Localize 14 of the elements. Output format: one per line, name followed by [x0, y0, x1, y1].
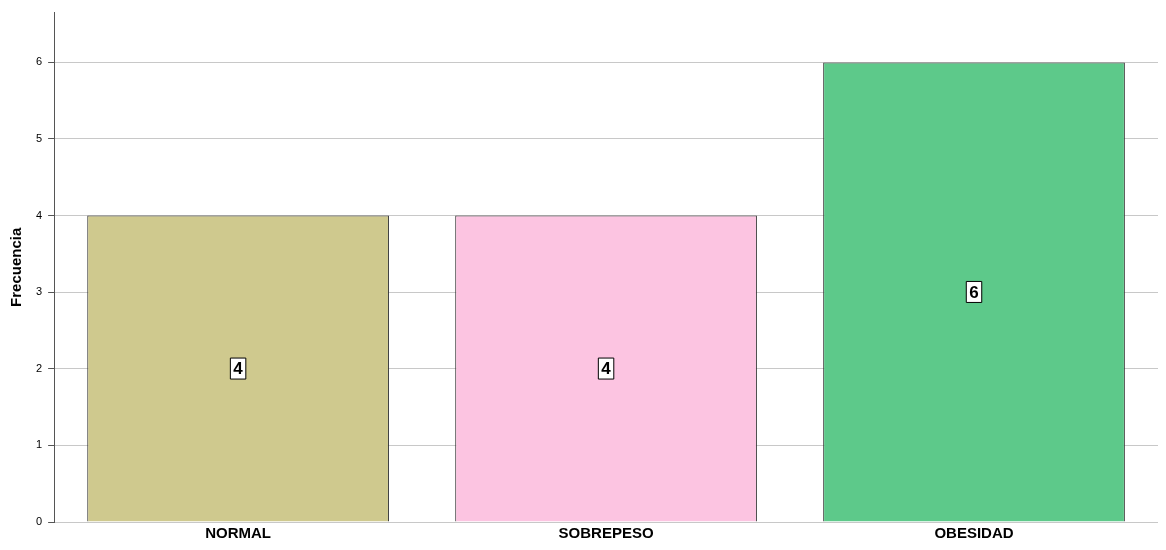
y-tick-label: 5 [35, 132, 43, 145]
y-tick-label: 6 [35, 55, 43, 68]
x-tick-label: SOBREPESO [558, 524, 654, 542]
data-label: 6 [969, 282, 979, 302]
y-tick-label: 1 [35, 438, 43, 451]
x-tick-label: OBESIDAD [934, 524, 1014, 542]
data-label: 4 [233, 359, 244, 379]
y-tick-label: 4 [35, 208, 43, 221]
y-tick-label: 0 [35, 515, 43, 528]
y-tick-label: 3 [35, 285, 43, 298]
data-label: 4 [601, 359, 612, 379]
y-axis-title: Frecuencia [7, 227, 25, 307]
x-tick-label: NORMAL [205, 524, 272, 542]
y-tick-label: 2 [35, 361, 43, 374]
